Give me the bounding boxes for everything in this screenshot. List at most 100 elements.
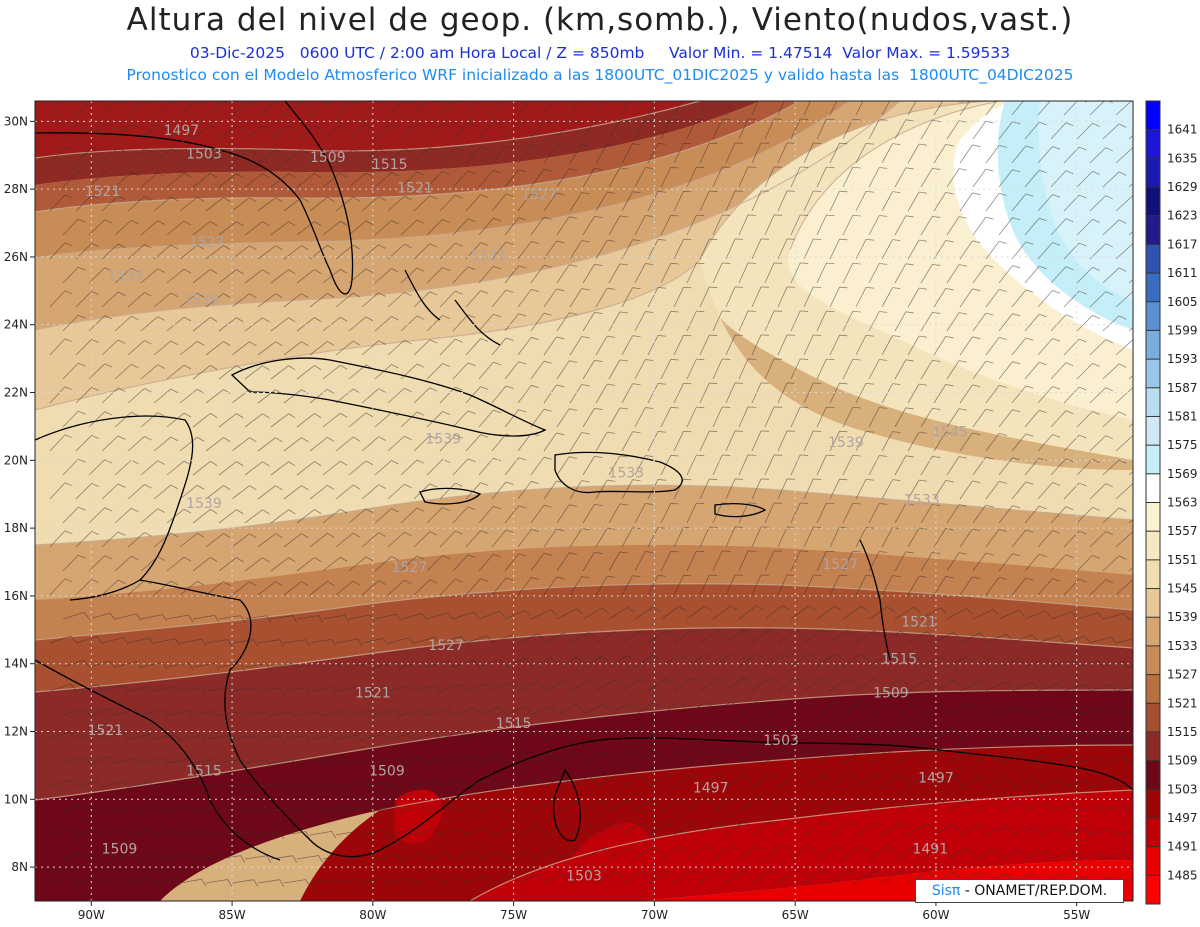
wind-barb [660, 550, 679, 572]
wind-barb [777, 526, 796, 548]
wind-barb [192, 173, 218, 188]
wind-barb [348, 412, 374, 428]
wind-barb [153, 196, 179, 212]
wind-barb [855, 478, 874, 500]
wind-barb [764, 502, 783, 524]
wind-barb [686, 550, 705, 572]
wind-barb [114, 459, 139, 476]
wind-barb [972, 657, 999, 668]
wind-barb [218, 759, 246, 767]
wind-barb [608, 751, 635, 764]
wind-barb [335, 580, 361, 596]
wind-barb [231, 149, 257, 164]
wind-barb [829, 101, 838, 116]
wind-barb [725, 286, 744, 308]
wind-barb [1050, 314, 1074, 332]
contour-label-16: 1533 [904, 492, 940, 508]
wind-barb [608, 655, 635, 668]
wind-barb [361, 580, 386, 596]
wind-barb [1076, 458, 1100, 476]
wind-barb [140, 268, 165, 284]
wind-barb [517, 145, 540, 164]
wind-barb [582, 167, 603, 188]
wind-barb [88, 171, 113, 188]
credit-text: - ONAMET/REP.DOM. [960, 883, 1108, 899]
wind-barb [1011, 778, 1039, 788]
contour-label-21: 1515 [882, 652, 918, 668]
wind-barb [881, 287, 901, 308]
wind-barb [88, 363, 113, 380]
wind-barb [673, 101, 682, 116]
wind-barb [699, 101, 707, 116]
wind-barb [153, 340, 179, 356]
wind-barb [1102, 757, 1130, 765]
wind-barb [504, 801, 532, 812]
wind-barb [166, 220, 192, 236]
wind-barb [413, 291, 438, 308]
wind-barb [413, 732, 441, 740]
wind-barb [985, 825, 1013, 836]
wind-barb [413, 579, 438, 596]
wind-barb [335, 878, 363, 886]
wind-barb [439, 434, 463, 452]
colorbar-swatch-7 [1146, 301, 1160, 331]
wind-barb [569, 240, 590, 260]
wind-barb [946, 504, 967, 524]
wind-barb [686, 214, 705, 236]
wind-barb [894, 551, 914, 572]
forecast-info-line: 03-Dic-2025 0600 UTC / 2:00 am Hora Loca… [189, 44, 1011, 62]
wind-barb [855, 774, 881, 788]
wind-barb [452, 755, 480, 764]
wind-barb [582, 607, 609, 620]
wind-barb [283, 639, 311, 647]
wind-barb [62, 852, 90, 860]
wind-barb [738, 358, 757, 380]
wind-barb [478, 706, 506, 716]
wind-barb [881, 575, 901, 596]
colorbar-label-19: 1527 [1167, 668, 1198, 682]
colorbar-swatch-17 [1146, 588, 1160, 618]
wind-barb [62, 660, 90, 668]
wind-barb [153, 734, 181, 742]
wind-barb [140, 124, 165, 140]
wind-barb [556, 456, 578, 476]
wind-barb [140, 508, 165, 524]
band-1509s [35, 690, 1133, 901]
wind-barb [959, 384, 981, 404]
wind-barb [387, 733, 415, 741]
wind-barb [1037, 683, 1065, 692]
wind-barb [75, 243, 100, 260]
wind-barb [920, 703, 947, 716]
wind-barb [439, 780, 467, 788]
wind-barb [387, 483, 412, 500]
wind-barb [517, 481, 540, 500]
wind-barb [647, 143, 667, 164]
colorbar-label-16: 1545 [1167, 582, 1198, 596]
wind-barb [790, 214, 809, 236]
wind-barb [790, 310, 809, 332]
warm-core-2 [395, 789, 442, 844]
wind-barb [127, 580, 152, 596]
wind-barb [972, 264, 994, 284]
wind-barb [647, 822, 674, 836]
wind-barb [816, 797, 842, 812]
wind-barb [946, 704, 973, 716]
wind-barb [257, 197, 283, 212]
wind-barb [829, 334, 848, 356]
wind-barb [946, 608, 973, 620]
wind-barb [738, 118, 757, 140]
wind-barb [283, 101, 309, 116]
wind-barb [62, 458, 86, 476]
colorbar-swatch-27 [1146, 875, 1160, 905]
wind-barb [517, 529, 540, 548]
wind-barb [751, 526, 769, 548]
wind-barb [400, 507, 425, 524]
wind-barb [907, 287, 928, 308]
wind-barb [920, 847, 947, 860]
wind-barb [335, 782, 363, 790]
wind-barb [842, 118, 861, 140]
wind-barb [179, 686, 207, 695]
wind-barb [179, 734, 207, 743]
wind-barb [569, 528, 590, 548]
wind-barb [439, 146, 463, 164]
